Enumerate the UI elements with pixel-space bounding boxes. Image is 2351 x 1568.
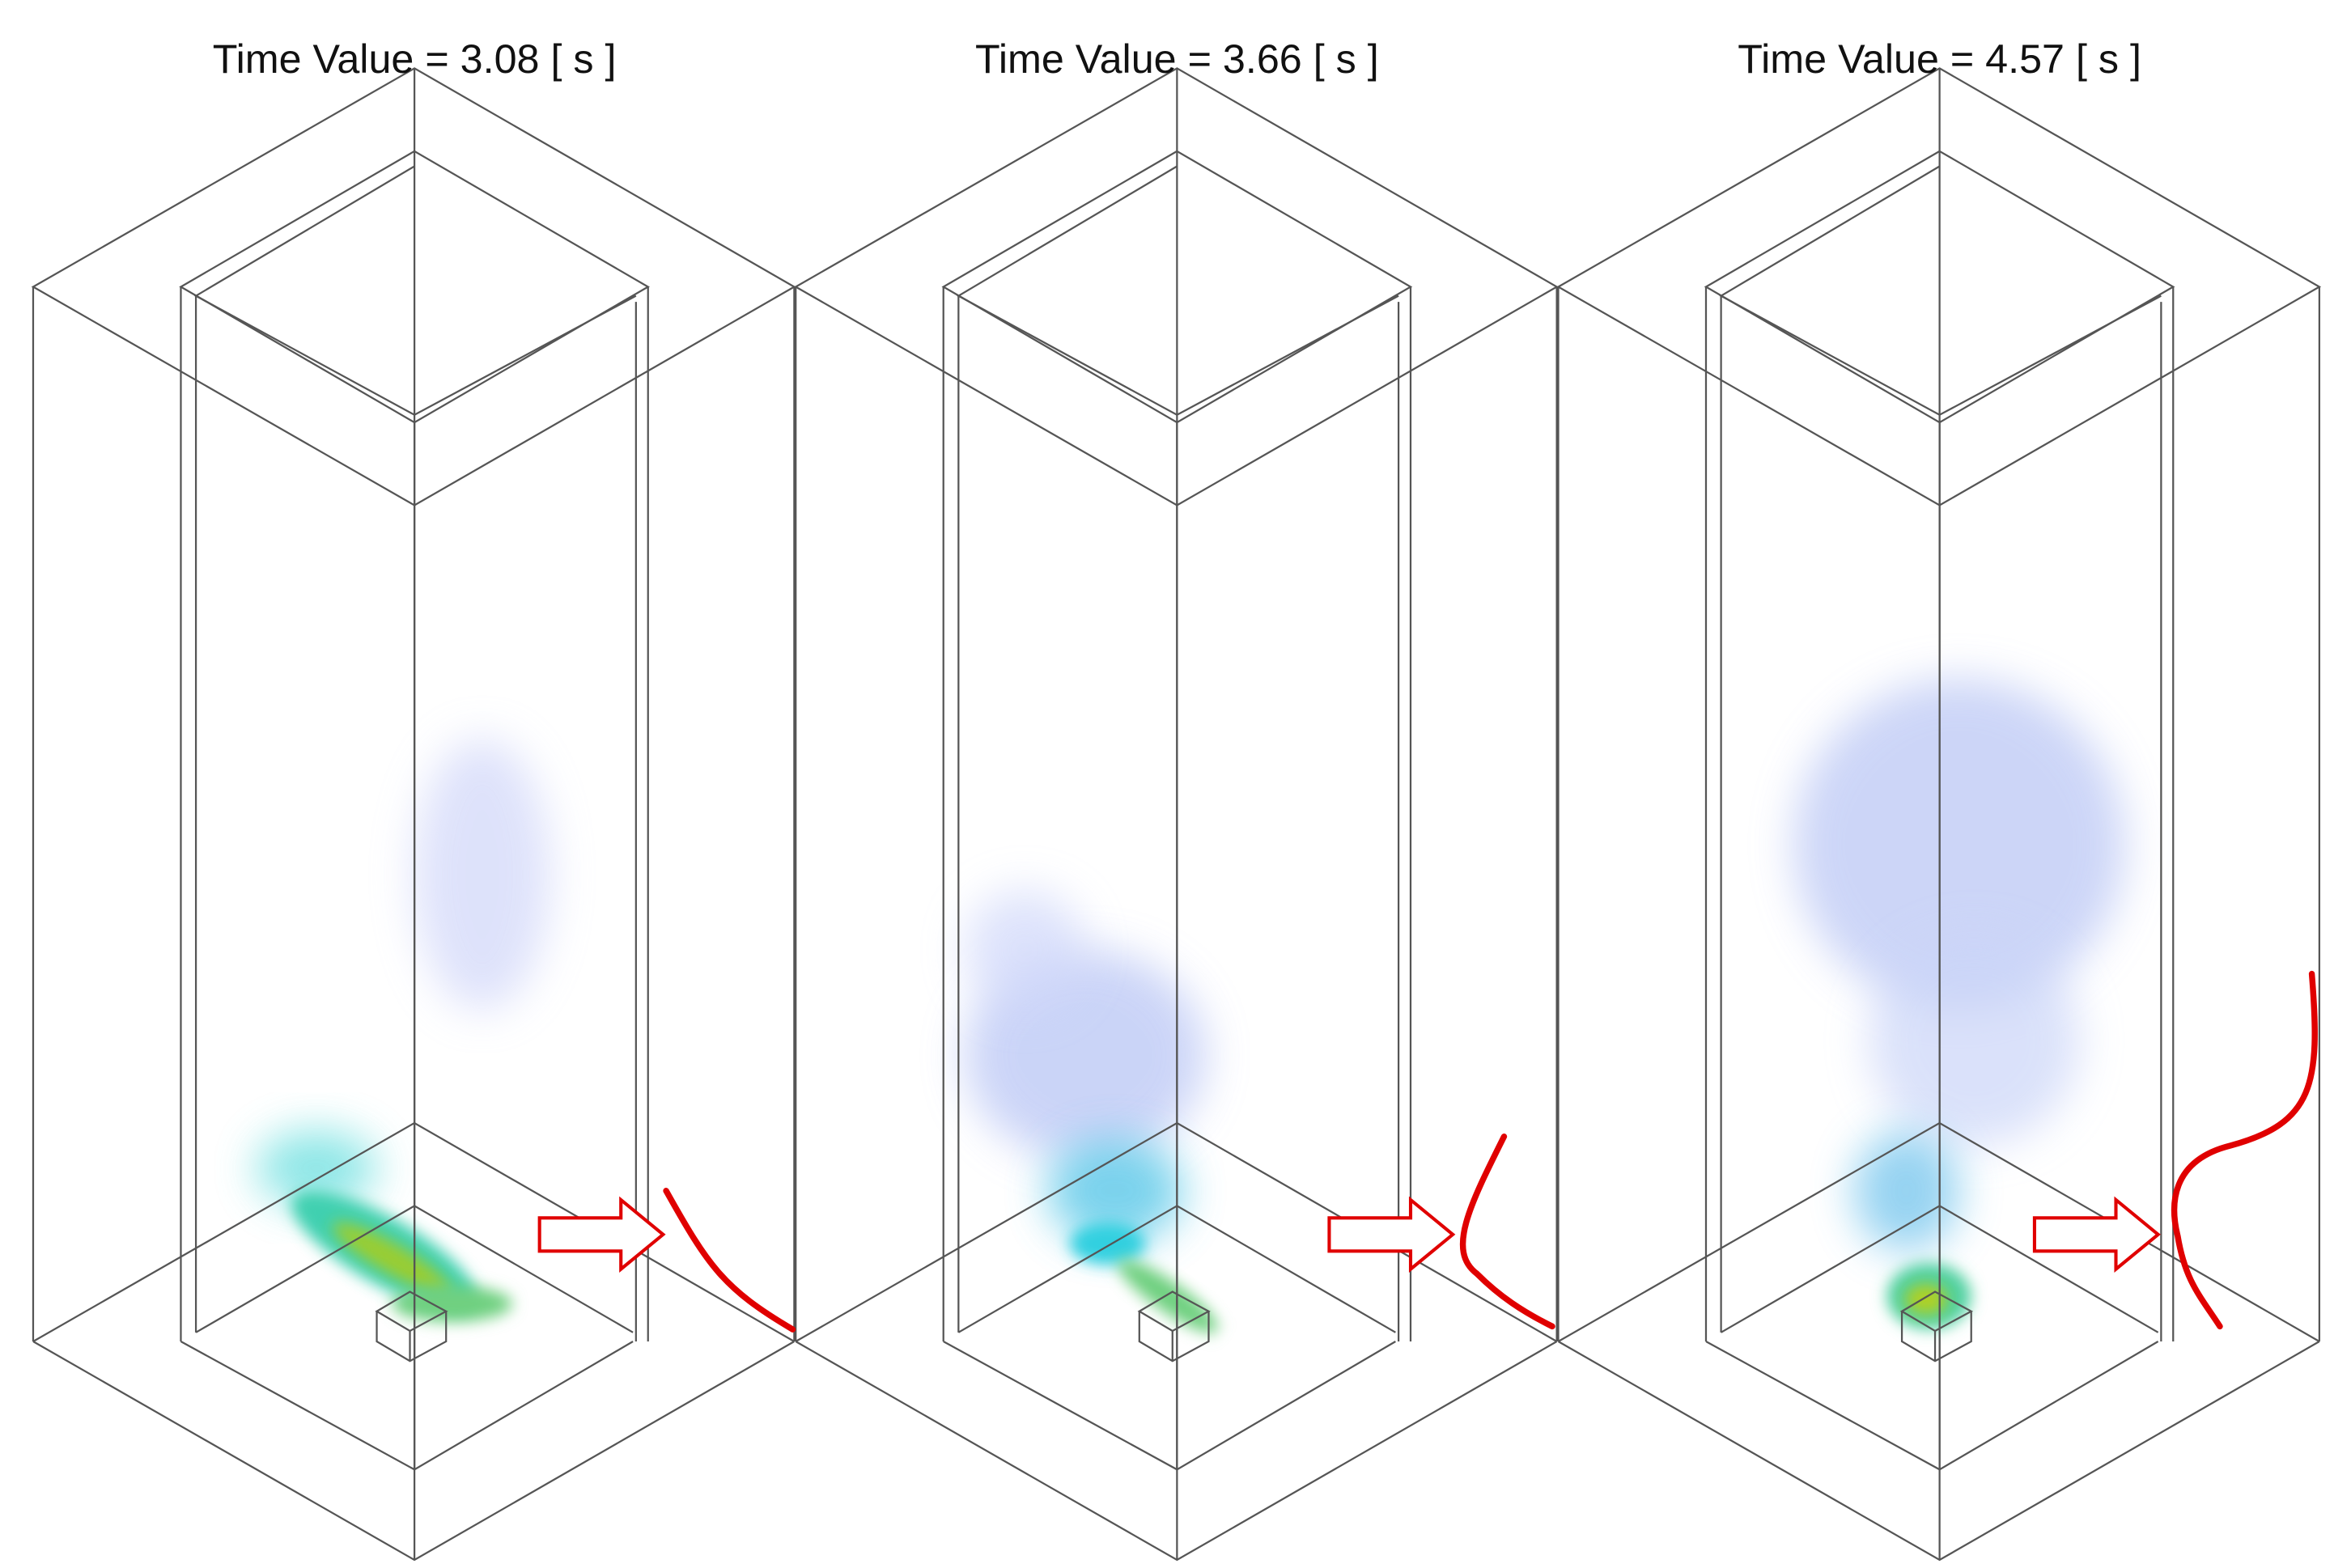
wire-edge bbox=[1557, 68, 2321, 1561]
wire-edge bbox=[180, 286, 649, 1470]
wire-edge bbox=[957, 165, 1399, 417]
wire-edge bbox=[1899, 1290, 1974, 1362]
domain-wireframe bbox=[31, 67, 796, 1562]
wire-edge bbox=[1704, 286, 2175, 1470]
domain-wireframe bbox=[793, 67, 1559, 1562]
plume bbox=[1793, 678, 2125, 1330]
flow-arrow bbox=[2032, 970, 2318, 1330]
wire-edge bbox=[1137, 1290, 1211, 1362]
wire-edge bbox=[1721, 1205, 2159, 1333]
wire-edge bbox=[957, 1205, 1396, 1333]
wire-edge bbox=[1719, 165, 2162, 417]
panel-title: Time Value = 3.08 [ s ] bbox=[213, 36, 617, 82]
panel-title: Time Value = 4.57 [ s ] bbox=[1738, 36, 2141, 82]
flow-arrow bbox=[1327, 1134, 1555, 1330]
plume bbox=[256, 739, 550, 1322]
wire-edge bbox=[1705, 1341, 2159, 1471]
wire-edge bbox=[193, 165, 637, 417]
wire-edge bbox=[180, 1341, 634, 1471]
wire-edge bbox=[943, 1341, 1396, 1471]
panel-title: Time Value = 3.66 [ s ] bbox=[975, 36, 1379, 82]
wire-edge bbox=[32, 68, 796, 1561]
domain-wireframe bbox=[1556, 67, 2322, 1562]
plume bbox=[964, 889, 1219, 1333]
wire-edge bbox=[195, 1205, 634, 1333]
wire-edge bbox=[375, 1290, 448, 1362]
flow-arrow bbox=[537, 1188, 796, 1333]
wire-edge bbox=[942, 286, 1412, 1470]
wire-edge bbox=[795, 68, 1558, 1561]
